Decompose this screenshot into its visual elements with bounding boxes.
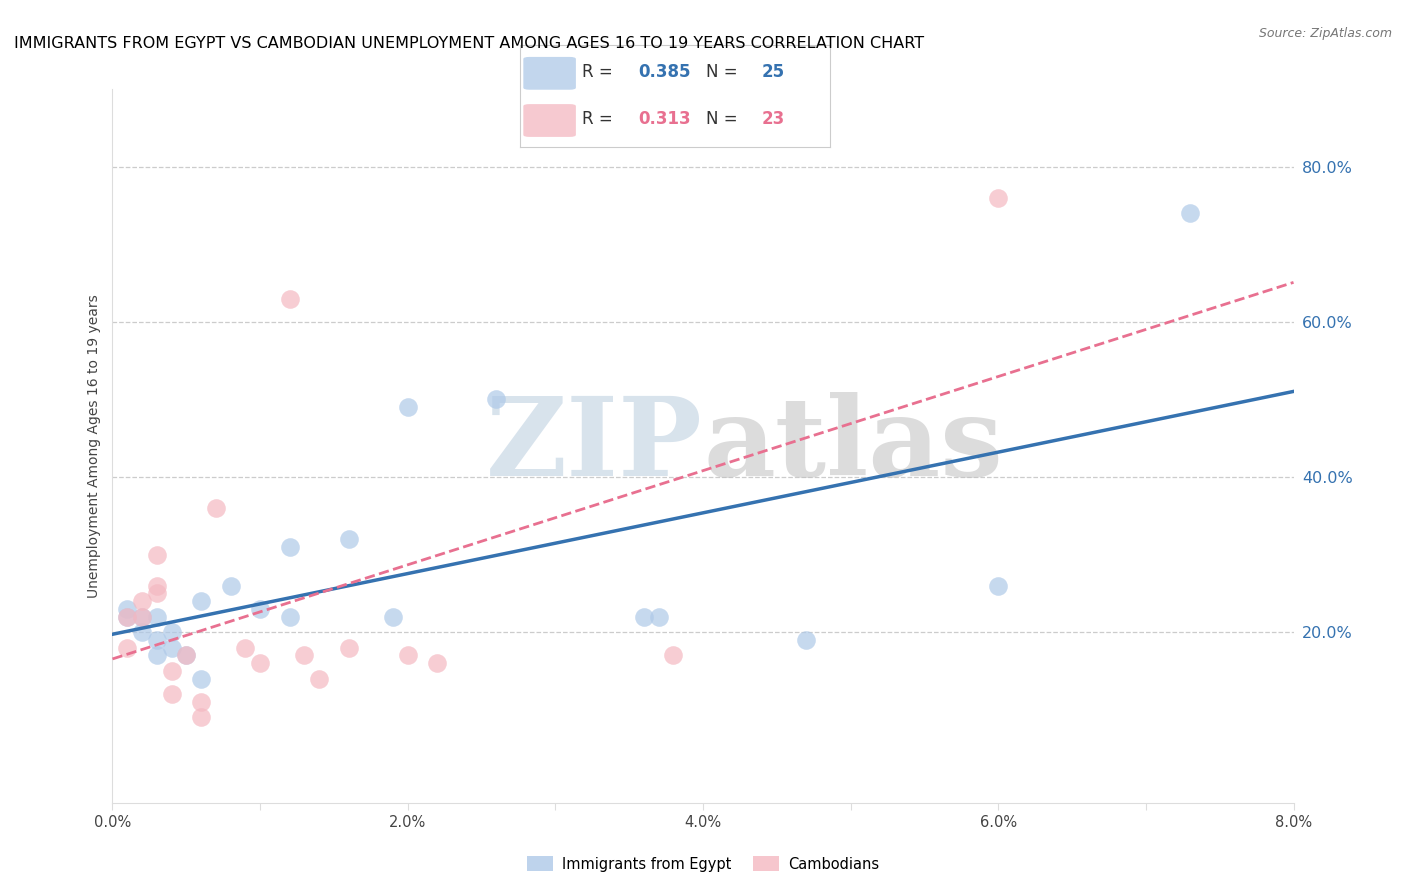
Point — [396, 401, 419, 415]
Point — [662, 648, 685, 663]
Point — [1178, 206, 1201, 220]
Point — [190, 672, 212, 686]
Point — [160, 664, 183, 678]
Point — [146, 632, 169, 647]
Point — [160, 640, 183, 655]
Legend: Immigrants from Egypt, Cambodians: Immigrants from Egypt, Cambodians — [522, 850, 884, 878]
Point — [190, 594, 212, 608]
Point — [219, 579, 242, 593]
Point — [278, 540, 301, 554]
Point — [131, 609, 153, 624]
Point — [233, 640, 256, 655]
Point — [117, 609, 138, 624]
Text: 0.385: 0.385 — [638, 63, 690, 81]
Point — [146, 548, 169, 562]
Point — [146, 579, 169, 593]
Text: ZIP: ZIP — [486, 392, 703, 500]
Point — [396, 648, 419, 663]
Point — [160, 625, 183, 640]
Point — [131, 625, 153, 640]
Point — [292, 648, 315, 663]
Point — [337, 640, 360, 655]
Point — [485, 392, 508, 407]
Point — [146, 609, 169, 624]
Point — [190, 695, 212, 709]
Text: 23: 23 — [762, 111, 785, 128]
Point — [174, 648, 197, 663]
FancyBboxPatch shape — [523, 104, 576, 137]
Point — [308, 672, 330, 686]
Text: N =: N = — [706, 63, 742, 81]
Point — [146, 586, 169, 600]
Point — [647, 609, 671, 624]
Point — [987, 191, 1010, 205]
Text: Source: ZipAtlas.com: Source: ZipAtlas.com — [1258, 27, 1392, 40]
Point — [278, 609, 301, 624]
Text: R =: R = — [582, 111, 619, 128]
Point — [146, 648, 169, 663]
Point — [190, 710, 212, 724]
FancyBboxPatch shape — [523, 57, 576, 90]
Point — [117, 609, 138, 624]
Point — [174, 648, 197, 663]
Point — [987, 579, 1010, 593]
Point — [382, 609, 405, 624]
Text: N =: N = — [706, 111, 742, 128]
Point — [278, 292, 301, 306]
Point — [131, 609, 153, 624]
Point — [337, 532, 360, 546]
Point — [205, 501, 228, 516]
Point — [117, 640, 138, 655]
Text: 0.313: 0.313 — [638, 111, 690, 128]
Text: 25: 25 — [762, 63, 785, 81]
Text: IMMIGRANTS FROM EGYPT VS CAMBODIAN UNEMPLOYMENT AMONG AGES 16 TO 19 YEARS CORREL: IMMIGRANTS FROM EGYPT VS CAMBODIAN UNEMP… — [14, 36, 924, 51]
Point — [426, 656, 449, 670]
Point — [633, 609, 655, 624]
Text: atlas: atlas — [703, 392, 1002, 500]
Y-axis label: Unemployment Among Ages 16 to 19 years: Unemployment Among Ages 16 to 19 years — [87, 294, 101, 598]
Point — [117, 602, 138, 616]
Point — [796, 632, 818, 647]
Point — [160, 687, 183, 701]
Point — [249, 656, 271, 670]
Point — [249, 602, 271, 616]
Point — [131, 594, 153, 608]
Text: R =: R = — [582, 63, 619, 81]
